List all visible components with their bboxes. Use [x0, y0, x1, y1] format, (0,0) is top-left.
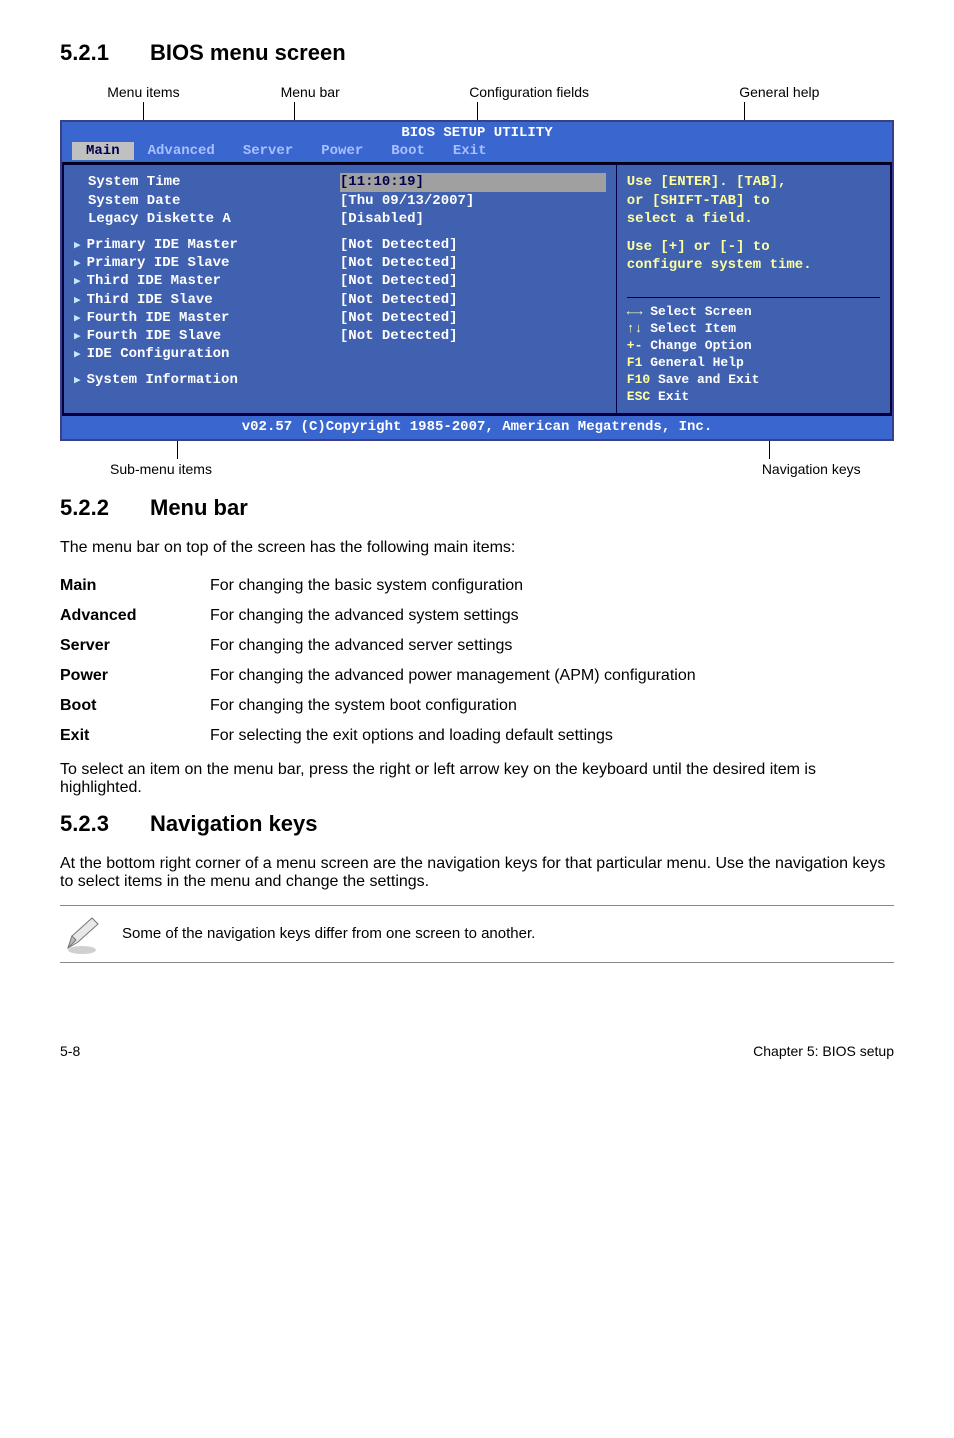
nav-lbl-2: Select Item	[650, 321, 736, 336]
def-pwr-t: Power	[60, 661, 210, 691]
row-fourth-master-r: [Not Detected]	[340, 309, 606, 327]
bios-nav-keys: ←→ Select Screen ↑↓ Select Item +- Chang…	[627, 297, 880, 405]
label-menu-bar: Menu bar	[227, 84, 394, 100]
section-521-title: 5.2.1BIOS menu screen	[60, 40, 894, 66]
row-system-date-r[interactable]: [Thu 09/13/2007]	[340, 192, 606, 210]
def-main-d: For changing the basic system configurat…	[210, 571, 696, 601]
row-fourth-master-l[interactable]: Fourth IDE Master	[74, 309, 340, 327]
help2-l1: Use [+] or [-] to	[627, 238, 880, 256]
label-navkeys: Navigation keys	[762, 461, 861, 477]
def-exit-t: Exit	[60, 721, 210, 751]
def-srv-t: Server	[60, 631, 210, 661]
def-exit-d: For selecting the exit options and loadi…	[210, 721, 696, 751]
bios-right-pane: Use [ENTER]. [TAB], or [SHIFT-TAB] to se…	[616, 163, 892, 415]
section-522-title: 5.2.2Menu bar	[60, 495, 894, 521]
section-523-num: 5.2.3	[60, 811, 150, 837]
label-menu-items: Menu items	[60, 84, 227, 100]
nav-lbl-3: Change Option	[650, 338, 751, 353]
nav-sym-2: ↑↓	[627, 321, 643, 336]
help1-l2: or [SHIFT-TAB] to	[627, 192, 880, 210]
row-sys-info[interactable]: System Information	[74, 371, 606, 389]
bios-bottom-labels: Sub-menu items Navigation keys	[60, 461, 894, 477]
bios-menu-boot[interactable]: Boot	[377, 142, 439, 160]
row-ide-config[interactable]: IDE Configuration	[74, 345, 606, 363]
row-system-date-l[interactable]: System Date	[74, 192, 340, 210]
row-pri-slave-r: [Not Detected]	[340, 254, 606, 272]
chapter-label: Chapter 5: BIOS setup	[753, 1043, 894, 1059]
label-config-fields: Configuration fields	[394, 84, 665, 100]
bottom-connectors	[60, 441, 894, 459]
nav-sym-4: F1	[627, 355, 643, 370]
row-third-slave-l[interactable]: Third IDE Slave	[74, 291, 340, 309]
bios-menu-main[interactable]: Main	[72, 142, 134, 160]
nav-lbl-1: Select Screen	[650, 304, 751, 319]
nav-sym-6: ESC	[627, 389, 650, 404]
label-general-help: General help	[665, 84, 894, 100]
row-system-time-l[interactable]: System Time	[74, 173, 340, 191]
def-adv-d: For changing the advanced system setting…	[210, 601, 696, 631]
bios-header: BIOS SETUP UTILITY	[62, 122, 892, 142]
pencil-icon	[60, 912, 104, 956]
bios-help-2: Use [+] or [-] to configure system time.	[627, 238, 880, 274]
def-main-t: Main	[60, 571, 210, 601]
help1-l1: Use [ENTER]. [TAB],	[627, 173, 880, 191]
row-legacy-l[interactable]: Legacy Diskette A	[74, 210, 340, 228]
row-legacy-r[interactable]: [Disabled]	[340, 210, 606, 228]
help2-l2: configure system time.	[627, 256, 880, 274]
nav-lbl-4: General Help	[650, 355, 744, 370]
nav-paragraph: At the bottom right corner of a menu scr…	[60, 855, 894, 891]
def-srv-d: For changing the advanced server setting…	[210, 631, 696, 661]
top-connectors	[60, 102, 894, 120]
bios-screenshot: BIOS SETUP UTILITY Main Advanced Server …	[60, 120, 894, 441]
bios-menu-advanced[interactable]: Advanced	[134, 142, 229, 160]
row-pri-master-l[interactable]: Primary IDE Master	[74, 236, 340, 254]
bios-top-labels: Menu items Menu bar Configuration fields…	[60, 84, 894, 100]
row-fourth-slave-r: [Not Detected]	[340, 327, 606, 345]
def-adv-t: Advanced	[60, 601, 210, 631]
bios-menubar: Main Advanced Server Power Boot Exit	[62, 142, 892, 162]
row-system-time-r[interactable]: [11:10:19]	[340, 173, 606, 191]
nav-lbl-5: Save and Exit	[658, 372, 759, 387]
menubar-defs: MainFor changing the basic system config…	[60, 571, 696, 751]
nav-sym-3: +-	[627, 338, 643, 353]
nav-sym-1: ←→	[627, 304, 643, 319]
def-boot-d: For changing the system boot configurati…	[210, 691, 696, 721]
note-text: Some of the navigation keys differ from …	[122, 925, 535, 942]
bios-menu-power[interactable]: Power	[307, 142, 377, 160]
def-boot-t: Boot	[60, 691, 210, 721]
nav-lbl-6: Exit	[658, 389, 689, 404]
row-pri-slave-l[interactable]: Primary IDE Slave	[74, 254, 340, 272]
bios-menu-exit[interactable]: Exit	[439, 142, 501, 160]
note-row: Some of the navigation keys differ from …	[60, 905, 894, 963]
menubar-intro: The menu bar on top of the screen has th…	[60, 539, 894, 557]
page-num: 5-8	[60, 1043, 80, 1059]
bios-copyright: v02.57 (C)Copyright 1985-2007, American …	[62, 415, 892, 438]
def-pwr-d: For changing the advanced power manageme…	[210, 661, 696, 691]
section-523-text: Navigation keys	[150, 811, 318, 836]
nav-sym-5: F10	[627, 372, 650, 387]
row-third-master-l[interactable]: Third IDE Master	[74, 272, 340, 290]
bios-left-pane: System Time[11:10:19] System Date[Thu 09…	[62, 163, 616, 415]
section-522-num: 5.2.2	[60, 495, 150, 521]
label-submenu: Sub-menu items	[110, 461, 212, 477]
row-third-master-r: [Not Detected]	[340, 272, 606, 290]
bios-menu-server[interactable]: Server	[229, 142, 307, 160]
page-footer: 5-8 Chapter 5: BIOS setup	[60, 1043, 894, 1059]
section-522-text: Menu bar	[150, 495, 248, 520]
bios-help-1: Use [ENTER]. [TAB], or [SHIFT-TAB] to se…	[627, 173, 880, 228]
row-third-slave-r: [Not Detected]	[340, 291, 606, 309]
row-fourth-slave-l[interactable]: Fourth IDE Slave	[74, 327, 340, 345]
help1-l3: select a field.	[627, 210, 880, 228]
section-523-title: 5.2.3Navigation keys	[60, 811, 894, 837]
menubar-outro: To select an item on the menu bar, press…	[60, 761, 894, 797]
row-pri-master-r: [Not Detected]	[340, 236, 606, 254]
section-521-num: 5.2.1	[60, 40, 150, 66]
section-521-text: BIOS menu screen	[150, 40, 346, 65]
